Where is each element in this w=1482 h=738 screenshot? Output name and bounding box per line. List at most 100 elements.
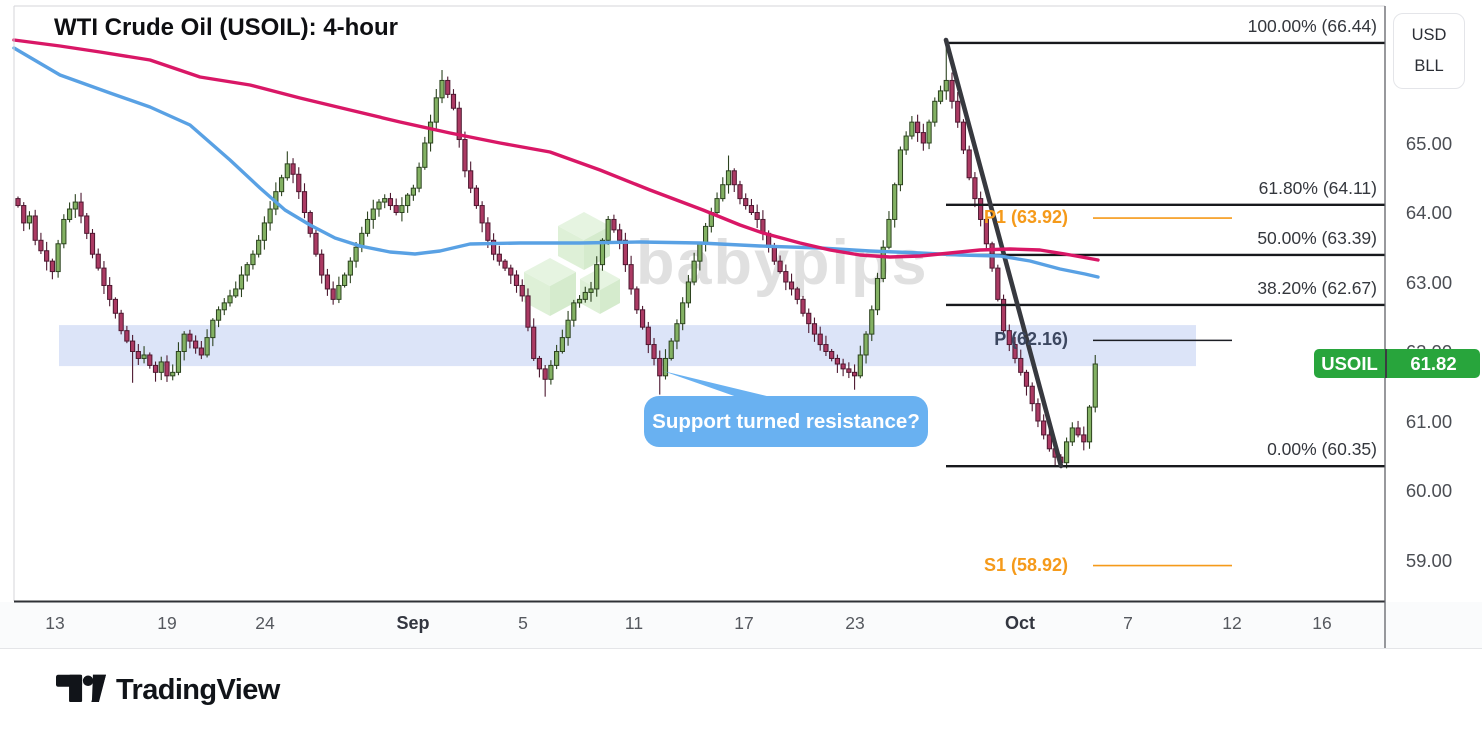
candle (731, 168, 737, 193)
candle (811, 317, 818, 342)
callout-bubble[interactable]: Support turned resistance? (644, 396, 928, 447)
candle (347, 257, 353, 284)
candle (410, 184, 416, 201)
candle (565, 310, 571, 346)
candle (983, 211, 989, 250)
candle (473, 185, 479, 209)
candle (284, 151, 290, 181)
tradingview-logo-icon (56, 674, 106, 702)
candle (920, 123, 926, 151)
footer-logo[interactable]: TradingView (56, 671, 280, 709)
candle (674, 319, 680, 350)
candle (851, 364, 858, 390)
candle (617, 223, 623, 250)
last-price-value: 61.82 (1385, 349, 1480, 378)
candle (886, 211, 892, 250)
candle (937, 85, 944, 105)
candle (1086, 405, 1093, 449)
candle (668, 338, 674, 361)
candle (559, 329, 565, 354)
candle (662, 349, 669, 380)
candle (181, 331, 187, 361)
candle (639, 305, 646, 330)
candle (158, 356, 164, 381)
unit-currency: USD (1411, 26, 1447, 44)
candle (1000, 294, 1007, 339)
candle (1029, 382, 1035, 412)
candle (141, 346, 147, 364)
candle (244, 262, 250, 282)
candle (450, 89, 457, 111)
candle (204, 329, 210, 358)
candle (846, 362, 852, 379)
candle (427, 114, 434, 152)
candle (238, 266, 245, 298)
candle (680, 297, 686, 331)
candle (227, 289, 233, 307)
candle (336, 276, 342, 304)
candle (342, 272, 348, 288)
candle (1063, 437, 1070, 469)
page-title: WTI Crude Oil (USOIL): 4-hour (54, 14, 398, 41)
candle (788, 273, 795, 296)
candle (783, 264, 789, 291)
candle (513, 270, 520, 293)
candle (519, 279, 525, 302)
candle (376, 199, 382, 217)
candle (720, 177, 726, 202)
candle (112, 297, 119, 319)
candle (1081, 426, 1087, 451)
candle (405, 193, 411, 213)
support-zone[interactable] (59, 325, 1196, 367)
candle (66, 202, 73, 223)
candle (536, 355, 543, 378)
candle (324, 268, 331, 296)
candle (49, 258, 55, 280)
candle (433, 88, 439, 130)
candle (748, 198, 755, 215)
candle (267, 201, 273, 231)
trendline[interactable] (943, 37, 1064, 469)
candle (187, 329, 193, 349)
time-axis[interactable] (0, 602, 1482, 648)
candle (147, 352, 153, 369)
candle (909, 116, 915, 140)
candle (290, 158, 296, 184)
candle (1018, 349, 1024, 376)
candle (175, 342, 182, 376)
candle (78, 192, 84, 224)
candle (531, 318, 537, 361)
candle (869, 305, 875, 342)
candle (1012, 337, 1018, 364)
candle (829, 348, 835, 362)
candle (777, 255, 783, 274)
candle (743, 193, 749, 210)
candle (611, 214, 617, 233)
candle (582, 286, 588, 303)
candle (840, 358, 846, 377)
candle (892, 182, 898, 228)
candle (152, 361, 159, 382)
candle (364, 211, 371, 237)
candle (737, 180, 743, 205)
candle (445, 76, 451, 99)
candle (926, 119, 932, 150)
candle (817, 326, 823, 351)
candle (605, 216, 611, 245)
candle (439, 70, 445, 104)
candle (210, 318, 216, 347)
candle (95, 248, 101, 271)
candle (960, 119, 967, 155)
candle (496, 245, 502, 266)
candle (313, 229, 319, 257)
candle (594, 256, 600, 297)
candle (874, 272, 881, 316)
last-price-badge: USOIL 61.82 (1314, 349, 1480, 378)
candle (657, 350, 663, 395)
candle (233, 281, 239, 298)
unit-badge[interactable]: USD BLL (1393, 13, 1465, 89)
candle (800, 295, 806, 317)
candle (949, 72, 955, 109)
